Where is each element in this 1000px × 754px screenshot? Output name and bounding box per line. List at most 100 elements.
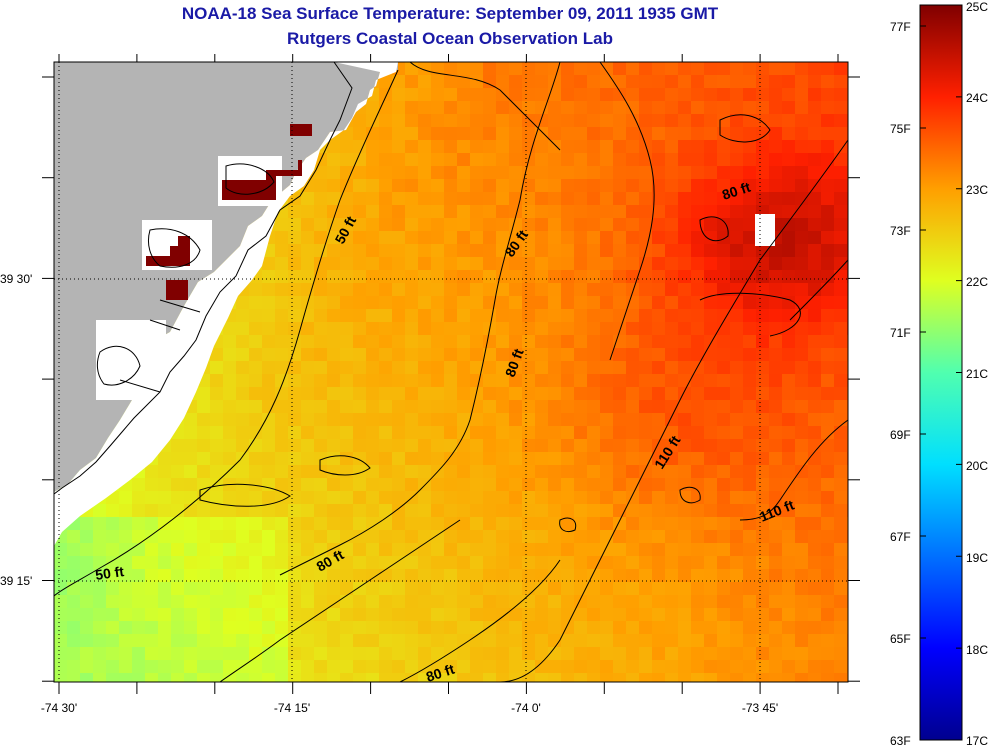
sst-cell [678,88,692,102]
sst-cell [496,556,510,570]
sst-cell [548,101,562,115]
sst-cell [782,309,796,323]
sst-cell [717,400,731,414]
sst-cell [782,322,796,336]
sst-cell [444,491,458,505]
sst-cell [197,608,211,622]
sst-cell [691,257,705,271]
sst-cell [444,400,458,414]
sst-cell [808,530,822,544]
sst-cell [587,478,601,492]
sst-cell [782,62,796,76]
sst-cell [522,673,536,682]
sst-cell [808,309,822,323]
sst-cell [808,205,822,219]
sst-cell [249,543,263,557]
sst-cell [847,452,848,466]
sst-cell [197,439,211,453]
sst-cell [327,361,341,375]
sst-cell [847,322,848,336]
sst-cell [847,387,848,401]
sst-cell [795,257,809,271]
sst-cell [275,296,289,310]
sst-cell [743,634,757,648]
sst-cell [80,634,94,648]
sst-cell [769,296,783,310]
sst-cell [249,530,263,544]
sst-cell [379,608,393,622]
sst-cell [262,673,276,682]
sst-cell [548,270,562,284]
sst-cell [834,426,848,440]
sst-cell [483,218,497,232]
sst-cell [418,647,432,661]
sst-cell [717,504,731,518]
sst-cell [782,465,796,479]
sst-cell [470,621,484,635]
sst-cell [158,595,172,609]
sst-cell [574,387,588,401]
sst-cell [730,426,744,440]
sst-cell [301,426,315,440]
sst-cell [587,647,601,661]
sst-cell [795,413,809,427]
sst-cell [236,595,250,609]
sst-cell [353,621,367,635]
sst-cell [834,283,848,297]
sst-cell [821,400,835,414]
sst-cell [717,309,731,323]
sst-cell [717,179,731,193]
sst-cell [561,517,575,531]
sst-cell [626,140,640,154]
sst-cell [795,595,809,609]
sst-cell [509,114,523,128]
sst-cell [808,569,822,583]
sst-cell [730,127,744,141]
sst-cell [392,75,406,89]
sst-cell [782,660,796,674]
sst-cell [275,660,289,674]
sst-cell [132,595,146,609]
sst-cell [275,582,289,596]
sst-cell [457,478,471,492]
sst-cell [574,621,588,635]
sst-cell [470,101,484,115]
colorbar-c-label: 25C [966,0,988,14]
sst-cell [301,257,315,271]
sst-cell [704,179,718,193]
sst-cell [223,491,237,505]
sst-cell [574,348,588,362]
sst-cell [574,218,588,232]
sst-cell [847,660,848,674]
sst-cell [587,582,601,596]
sst-cell [717,231,731,245]
sst-cell [431,75,445,89]
sst-cell [275,348,289,362]
sst-cell [431,140,445,154]
sst-cell [548,348,562,362]
sst-cell [119,673,133,682]
sst-cell [418,231,432,245]
sst-cell [704,127,718,141]
sst-cell [587,361,601,375]
sst-cell [366,400,380,414]
sst-cell [535,673,549,682]
sst-cell [652,374,666,388]
sst-cell [353,478,367,492]
sst-cell [496,465,510,479]
sst-cell [769,374,783,388]
sst-cell [587,608,601,622]
sst-cell [678,465,692,479]
sst-cell [431,114,445,128]
sst-cell [184,660,198,674]
sst-cell [405,140,419,154]
sst-cell [847,608,848,622]
sst-cell [431,556,445,570]
sst-cell [366,387,380,401]
sst-cell [613,335,627,349]
sst-cell [379,309,393,323]
sst-cell [561,244,575,258]
sst-cell [730,582,744,596]
sst-cell [379,361,393,375]
sst-cell [626,166,640,180]
